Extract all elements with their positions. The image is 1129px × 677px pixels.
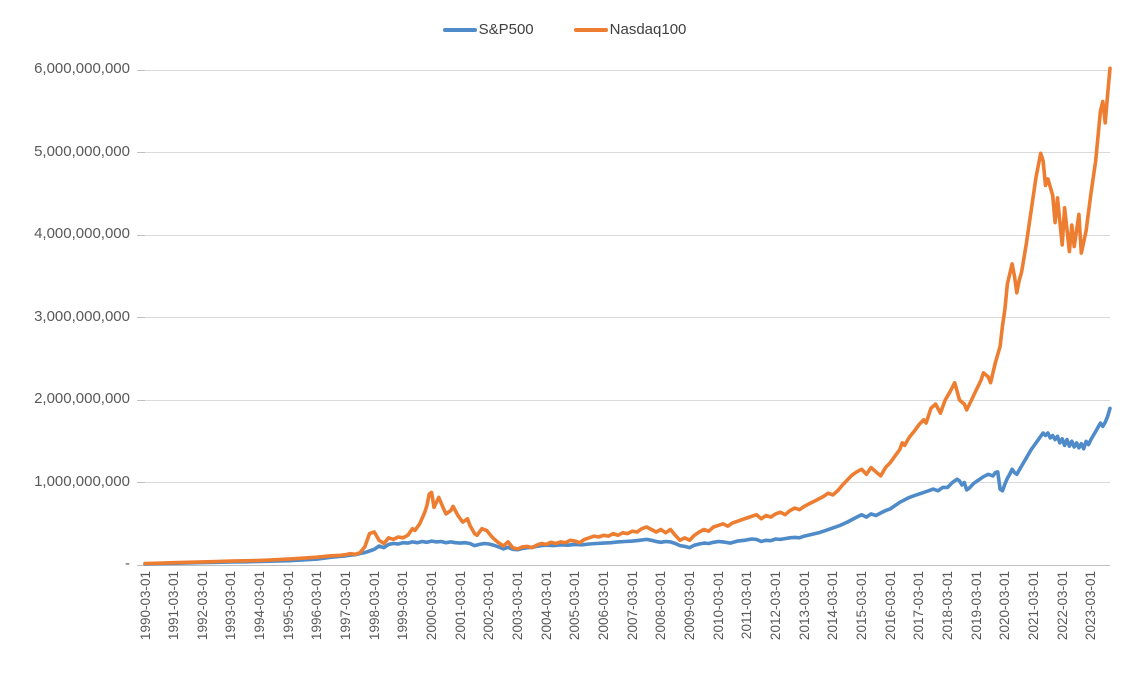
legend-item-sp500: S&P500 [442, 21, 534, 38]
y-gridline [145, 399, 1110, 401]
nasdaq100-line-swatch-icon [573, 27, 608, 32]
y-axis-tick-label: 2,000,000,000 [34, 390, 130, 407]
y-axis-tick-label: 1,000,000,000 [34, 472, 130, 490]
legend-item-nasdaq100: Nasdaq100 [573, 21, 687, 38]
legend-label-sp500: S&P500 [478, 21, 534, 38]
chart-legend: S&P500 Nasdaq100 [0, 21, 1129, 38]
y-gridline [145, 482, 1110, 483]
legend-label-nasdaq100: Nasdaq100 [609, 21, 687, 38]
y-axis-tick [137, 152, 145, 153]
y-axis-tick [137, 399, 145, 401]
y-axis-tick [137, 564, 145, 566]
y-axis-tick-label: 4,000,000,000 [34, 225, 130, 242]
y-axis-tick-label: - [125, 555, 130, 572]
y-gridline [145, 69, 1110, 71]
y-axis-tick [137, 69, 145, 71]
y-axis-tick-label: 5,000,000,000 [34, 142, 130, 160]
y-gridline [145, 234, 1110, 236]
y-gridline [145, 152, 1110, 153]
y-axis-tick [137, 317, 145, 318]
y-axis-tick-label: 3,000,000,000 [34, 307, 130, 325]
series-line-nasdaq100 [143, 66, 1112, 566]
y-axis-tick [137, 234, 145, 236]
x-axis-line [145, 564, 1110, 566]
y-gridline [145, 317, 1110, 318]
sp500-line-swatch-icon [442, 27, 477, 32]
series-line-sp500 [143, 406, 1112, 566]
y-axis-tick-label: 6,000,000,000 [34, 60, 130, 77]
y-axis-tick [137, 482, 145, 483]
